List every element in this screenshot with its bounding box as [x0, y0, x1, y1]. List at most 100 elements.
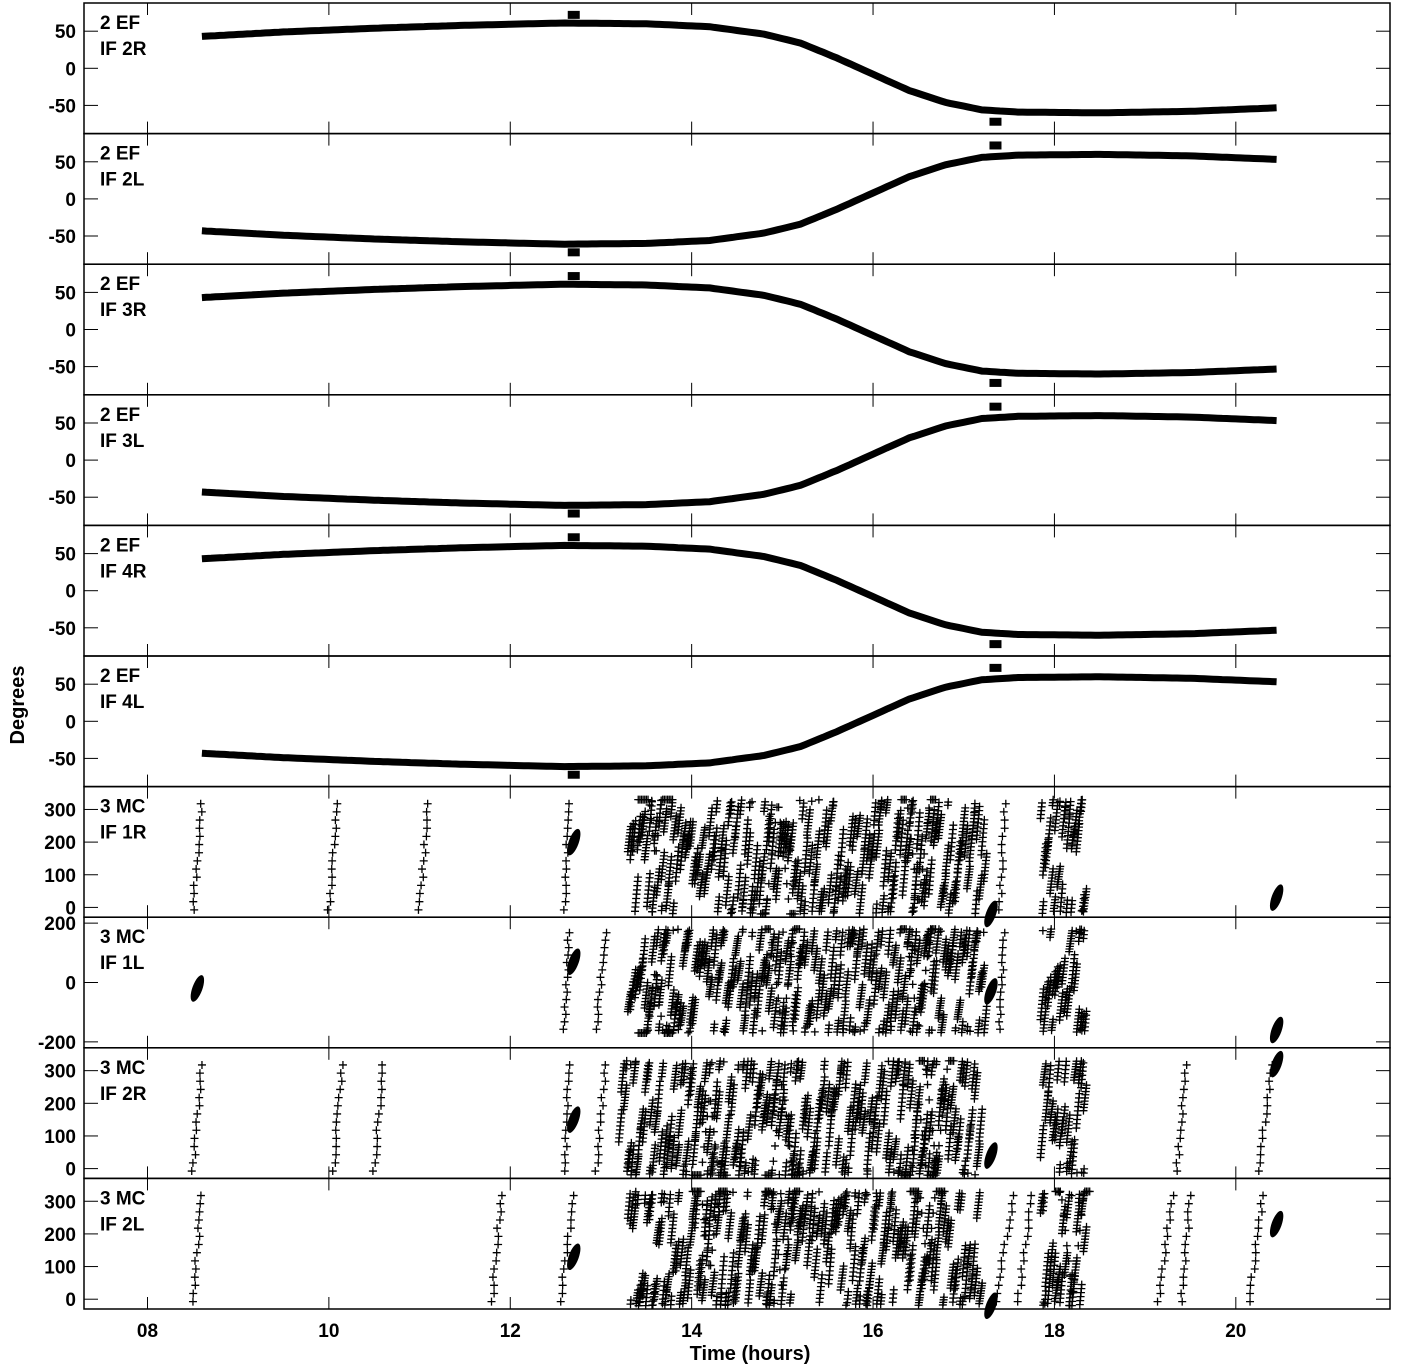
- phase-point: [998, 832, 1007, 841]
- phase-point: [681, 818, 690, 827]
- panel-label-source: 3 MC: [100, 1058, 146, 1079]
- phase-point: [662, 804, 671, 813]
- phase-point: [813, 860, 822, 869]
- phase-point: [968, 1106, 977, 1115]
- phase-jump-marker: [567, 248, 580, 257]
- phase-point: [908, 980, 917, 989]
- phase-point: [846, 862, 855, 871]
- phase-jump-marker: [567, 272, 580, 281]
- phase-point: [195, 816, 204, 825]
- phase-point: [423, 824, 432, 833]
- phase-point: [1046, 1061, 1055, 1070]
- phase-point: [820, 1057, 829, 1066]
- phase-point: [998, 951, 1007, 960]
- phase-point: [956, 837, 965, 846]
- phase-point: [872, 900, 881, 909]
- panel-label-source: 2 EF: [100, 13, 140, 34]
- phase-point: [192, 865, 201, 874]
- phase-point: [770, 825, 779, 834]
- phase-cluster: [1269, 1016, 1284, 1044]
- phase-point: [998, 865, 1007, 874]
- phase-point: [422, 832, 431, 841]
- phase-point: [829, 797, 838, 806]
- y-tick-label: 0: [65, 190, 76, 211]
- phase-point: [667, 952, 676, 961]
- phase-point: [996, 1010, 1005, 1019]
- phase-point: [729, 893, 738, 902]
- y-tick-label: -50: [49, 96, 76, 117]
- phase-point: [980, 815, 989, 824]
- y-tick-label: 200: [44, 833, 76, 854]
- phase-point: [684, 1028, 693, 1037]
- y-tick-label: 300: [44, 800, 76, 821]
- phase-point: [823, 1148, 832, 1157]
- phase-point: [801, 1023, 810, 1032]
- phase-point: [332, 824, 341, 833]
- phase-point: [956, 1114, 965, 1123]
- phase-point: [330, 840, 339, 849]
- phase-point: [999, 965, 1008, 974]
- phase-point: [810, 1027, 819, 1036]
- phase-point: [599, 958, 608, 967]
- panel-label-if: IF 2L: [100, 170, 145, 191]
- phase-point: [883, 795, 892, 804]
- phase-series-line: [201, 280, 1277, 378]
- phase-point: [672, 811, 681, 820]
- phase-cluster: [984, 900, 998, 928]
- phase-point: [997, 958, 1006, 967]
- phase-point: [560, 1002, 569, 1011]
- phase-point: [978, 1105, 987, 1114]
- phase-point: [736, 861, 745, 870]
- phase-point: [647, 796, 656, 805]
- phase-point: [829, 943, 838, 952]
- phase-point: [565, 928, 574, 937]
- phase-point: [724, 872, 733, 881]
- phase-point: [837, 872, 846, 881]
- y-tick-label: -50: [49, 749, 76, 770]
- phase-point: [998, 856, 1007, 865]
- phase-point: [562, 856, 571, 865]
- phase-point: [971, 1170, 980, 1179]
- phase-point: [657, 1012, 666, 1021]
- phase-point: [193, 856, 202, 865]
- phase-point: [887, 849, 896, 858]
- phase-point: [789, 1026, 798, 1035]
- phase-point: [807, 797, 816, 806]
- phase-point: [997, 889, 1006, 898]
- phase-point: [669, 899, 678, 908]
- phase-point: [865, 831, 874, 840]
- phase-point: [561, 897, 570, 906]
- panel-label-if: IF 4L: [100, 692, 145, 713]
- phase-point: [327, 865, 336, 874]
- phase-point: [996, 1025, 1005, 1034]
- y-tick-label: 0: [65, 582, 76, 603]
- phase-point: [197, 807, 206, 816]
- phase-jump-marker: [989, 663, 1002, 672]
- phase-point: [331, 832, 340, 841]
- phase-point: [652, 970, 661, 979]
- phase-point: [918, 832, 927, 841]
- phase-point: [1038, 798, 1047, 807]
- phase-jump-marker: [567, 10, 580, 19]
- phase-point: [328, 856, 337, 865]
- phase-point: [772, 980, 781, 989]
- panel-label-if: IF 3L: [100, 431, 145, 452]
- phase-point: [190, 889, 199, 898]
- phase-point: [415, 889, 424, 898]
- phase-point: [822, 806, 831, 815]
- phase-point: [925, 1149, 934, 1158]
- phase-point: [827, 871, 836, 880]
- phase-point: [673, 925, 682, 934]
- phase-point: [634, 873, 643, 882]
- phase-point: [562, 881, 571, 890]
- phase-point: [328, 873, 337, 882]
- phase-point: [863, 815, 872, 824]
- phase-point: [839, 825, 848, 834]
- phase-point: [856, 811, 865, 820]
- y-tick-label: 50: [55, 22, 76, 43]
- phase-point: [798, 881, 807, 890]
- panel-label-source: 2 EF: [100, 405, 140, 426]
